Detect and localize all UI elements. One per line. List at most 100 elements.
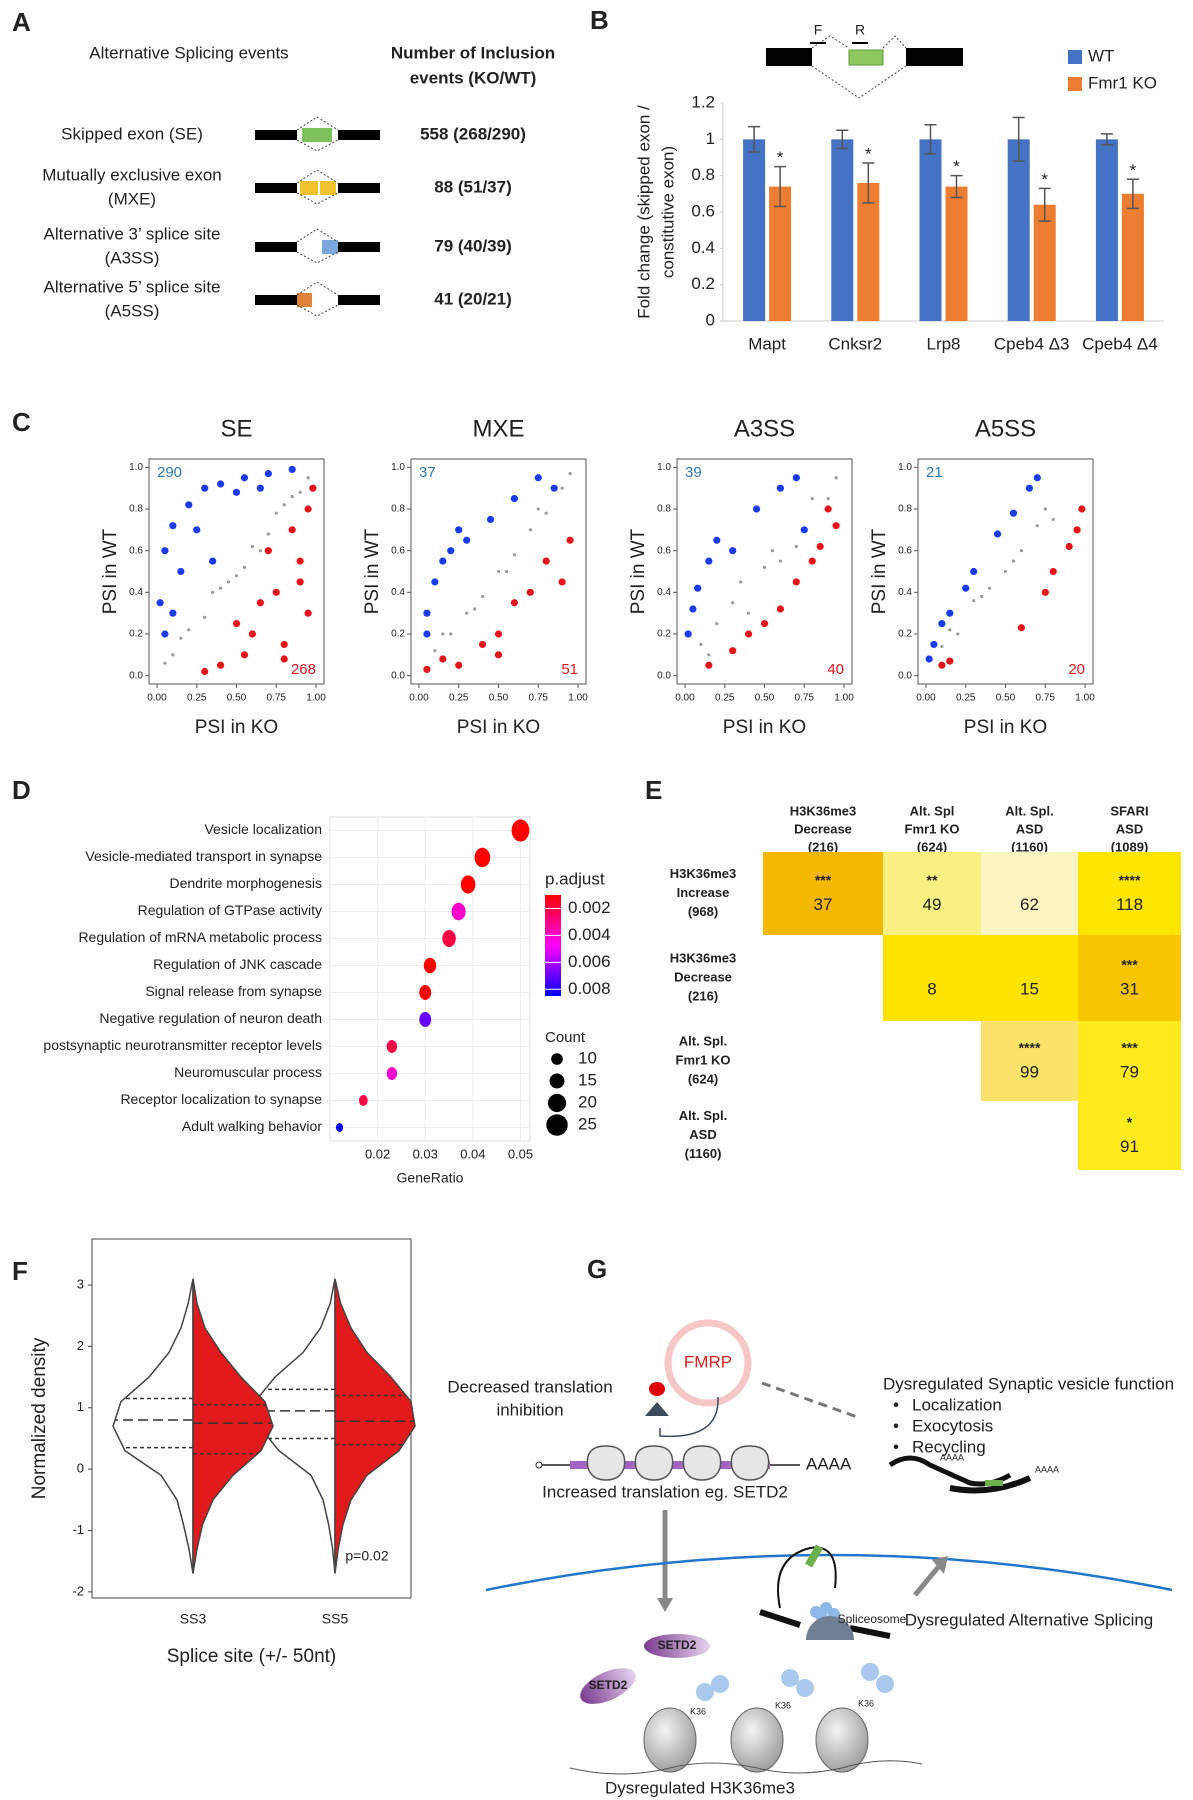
diagram-text: SETD2: [658, 1638, 697, 1652]
point: [241, 474, 248, 481]
significance: ***: [1121, 1040, 1138, 1056]
row-label: (624): [688, 1071, 718, 1086]
x-tick-label: 0.50: [996, 693, 1016, 704]
junction: [812, 36, 906, 98]
y-tick-label: 0.2: [657, 629, 671, 640]
size-label: 15: [578, 1070, 597, 1089]
y-tick-label: 0.0: [129, 670, 143, 681]
exon: [255, 130, 297, 140]
column-label: Decrease: [794, 821, 852, 836]
x-tick-label: 0.25: [715, 693, 735, 704]
bullet: •: [893, 1416, 899, 1435]
point: [817, 543, 824, 550]
point: [834, 476, 837, 479]
x-tick-label: 1.00: [1075, 693, 1095, 704]
point: [527, 589, 534, 596]
point: [948, 628, 951, 631]
point: [267, 532, 270, 535]
point: [825, 505, 832, 512]
x-tick-label: 0.50: [755, 693, 775, 704]
point: [795, 545, 798, 548]
point: [449, 632, 452, 635]
alt-exon: [300, 181, 318, 195]
x-tick-label: 0.04: [460, 1146, 485, 1161]
point: [946, 657, 953, 664]
annotation: p=0.02: [345, 1548, 388, 1564]
point: [487, 516, 494, 523]
y-tick-label: 2: [77, 1338, 84, 1353]
point: [455, 662, 462, 669]
size-key: [548, 1094, 566, 1112]
point: [545, 512, 548, 515]
diagram-text: Exocytosis: [912, 1416, 993, 1435]
point: [930, 641, 937, 648]
row-count: 88 (51/37): [434, 177, 512, 196]
point: [566, 537, 573, 544]
diagram-text: Decreased translation: [447, 1377, 612, 1396]
count-annotation: 37: [419, 464, 436, 481]
point: [179, 637, 182, 640]
y-tick-label: 1: [706, 129, 715, 148]
point: [163, 662, 166, 665]
point: [793, 474, 800, 481]
point: [827, 497, 830, 500]
point: [463, 537, 470, 544]
point: [529, 528, 532, 531]
exon: [338, 295, 380, 305]
size-key: [551, 1053, 563, 1065]
row-label: Alt. Spl.: [679, 1108, 727, 1123]
point: [497, 570, 500, 573]
point: [211, 591, 214, 594]
point: [777, 605, 784, 612]
point: [988, 587, 991, 590]
point: [297, 557, 304, 564]
point: [956, 632, 959, 635]
y-tick-label: 0.8: [657, 504, 671, 515]
arrow-head: [657, 1598, 673, 1612]
nucleosomes: [644, 1708, 868, 1772]
cell-value: 8: [927, 979, 936, 998]
x-tick-label: 0.00: [147, 693, 167, 704]
point: [297, 578, 304, 585]
exon: [906, 48, 963, 66]
y-axis-label: Fold change (skipped exon /: [634, 105, 653, 319]
point: [423, 666, 430, 673]
y-tick-label: 0.2: [691, 274, 715, 293]
exon: [338, 242, 380, 252]
mrna-cap: [536, 1462, 542, 1468]
significance: *: [865, 144, 872, 163]
column-label: Fmr1 KO: [905, 821, 960, 836]
category-label: Vesicle-mediated transport in synapse: [85, 848, 322, 864]
point: [568, 472, 571, 475]
column-label: ASD: [1116, 821, 1143, 836]
chart-title: A3SS: [734, 415, 795, 442]
diagram-text: Spliceosome: [838, 1612, 907, 1626]
point: [962, 585, 969, 592]
exon: [338, 130, 380, 140]
point: [561, 487, 564, 490]
diagram-text: AAAA: [806, 1454, 852, 1473]
count-annotation: 40: [827, 661, 844, 678]
point: [938, 620, 945, 627]
point: [1036, 524, 1039, 527]
count-annotation: 39: [685, 464, 702, 481]
point: [705, 662, 712, 669]
significance: ****: [1019, 1040, 1041, 1056]
point: [273, 589, 280, 596]
colorbar-label: 0.008: [568, 979, 611, 998]
x-tick-label: 0.25: [956, 693, 976, 704]
column-label: Alt. Spl: [910, 803, 955, 818]
chart-title: SE: [220, 415, 252, 442]
point: [265, 470, 272, 477]
heat-cell: [1078, 935, 1181, 1021]
point: [926, 655, 933, 662]
y-tick-label: -2: [72, 1583, 84, 1598]
row-label: Decrease: [674, 969, 732, 984]
point: [441, 632, 444, 635]
column-label: H3K36me3: [790, 803, 857, 818]
count-annotation: 268: [291, 661, 316, 678]
row-count: 41 (20/21): [434, 289, 512, 308]
bullet: •: [893, 1395, 899, 1414]
x-axis-label: PSI in KO: [723, 717, 806, 738]
size-label: 25: [578, 1114, 597, 1133]
